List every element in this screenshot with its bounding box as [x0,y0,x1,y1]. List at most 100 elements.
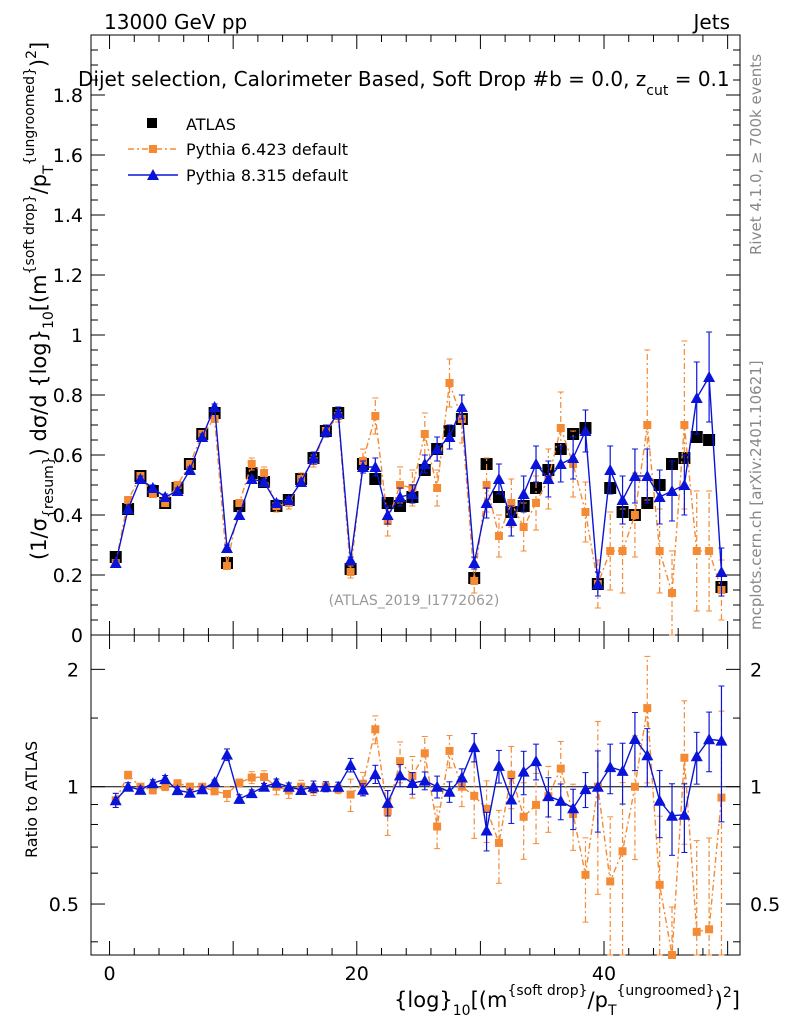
rivet-version-label: Rivet 4.1.0, ≥ 700k events [747,54,765,255]
pythia6-ratio-point [445,746,454,755]
pythia6-point [235,499,244,507]
pythia8-point [628,470,641,481]
main-ylabel: (1/σ{resum}) dσ/d {log}10[(m{soft drop}/… [22,42,57,560]
pythia6-ratio-point [161,782,170,791]
pythia8-point [455,401,468,412]
pythia8-point [641,470,654,481]
pythia6-point [210,415,219,423]
xtick-label: 0 [103,963,115,985]
pythia8-ratio-point [653,794,666,806]
pythia8-point [356,461,369,472]
pythia6-point [433,484,442,492]
pythia6-ratio-point [247,773,256,782]
legend-pythia8-marker [147,169,159,180]
pythia6-ratio-point [705,925,714,934]
ratio-ylabel: Ratio to ATLAS [22,741,41,858]
pythia8-ratio-point [344,759,357,771]
pythia6-ratio-point [260,773,269,782]
pythia8-ratio-point [369,768,382,780]
ratio-ytick-label-right: 1 [750,777,762,799]
pythia8-point [146,482,159,493]
pythia8-ratio-point [134,783,147,795]
pythia6-ratio-point [173,779,182,788]
process-label: Jets [692,10,730,34]
pythia6-point [680,421,689,429]
pythia8-ratio-point [171,784,184,796]
pythia8-point [332,407,345,418]
legend-atlas-label: ATLAS [186,115,236,134]
pythia6-point [161,499,170,507]
pythia8-ratio-point [715,734,728,746]
pythia6-point [148,490,157,498]
pythia8-ratio-point [356,783,369,795]
pythia6-point [371,412,380,420]
pythia8-point [307,452,320,463]
ratio-panel-frame [90,634,741,956]
pythia6-point [532,499,541,507]
pythia6-point [420,430,429,438]
pythia8-point [690,392,703,403]
pythia8-ratio-point [641,749,654,761]
pythia8-point [666,485,679,496]
pythia6-point [260,469,269,477]
ratio-ytick-label: 1 [67,777,79,799]
pythia8-ratio-point [690,750,703,762]
pythia6-point [556,424,565,432]
pythia8-point [604,464,617,475]
xlabel: {log}10[(m{soft drop}/pT{ungroomed})2] [394,983,740,1019]
pythia8-line [115,374,723,585]
pythia8-ratio-point [542,790,555,802]
pythia8-point [678,479,691,490]
pythia8-ratio-point [666,809,679,821]
pythia8-point [418,458,431,469]
main-ytick-label: 0.4 [53,505,83,527]
pythia8-ratio-point [567,802,580,814]
pythia6-ratio-point [371,725,380,734]
pythia8-point [134,473,147,484]
source-label: mcplots.cern.ch [arXiv:2401.10621] [747,360,765,630]
pythia6-point [222,562,231,570]
pythia6-point [346,568,355,576]
pythia8-ratio-point [282,780,295,792]
pythia8-ratio-point [307,780,320,792]
pythia6-ratio-point [470,791,479,800]
main-ytick-label: 1.8 [53,85,83,107]
xtick-label: 40 [592,963,616,985]
legend: ATLAS Pythia 6.423 default Pythia 8.315 … [128,115,348,185]
pythia8-ratio-point [703,733,716,745]
pythia8-point [171,485,184,496]
pythia8-point [282,494,295,505]
ratio-ytick-label: 0.5 [49,894,79,916]
pythia8-ratio-point [295,783,308,795]
pythia8-ratio-point [233,792,246,804]
pythia6-ratio-point [185,782,194,791]
pythia6-ratio-point [618,847,627,856]
pythia6-ratio-point [210,787,219,796]
pythia8-ratio-point [616,764,629,776]
pythia8-point [258,476,271,487]
main-series-layer [109,331,728,636]
pythia8-point [208,401,221,412]
pythia6-point [618,547,627,555]
pythia6-ratio-point [433,822,442,831]
pythia6-point [396,481,405,489]
pythia6-ratio-point [668,951,677,959]
ratio-ytick-label-right: 0.5 [750,894,780,916]
pythia8-point [492,473,505,484]
atlas-point [703,434,716,446]
pythia8-ratio-point [628,733,641,745]
ratio-ytick-label: 2 [67,659,79,681]
pythia6-ratio-point [396,757,405,766]
xtick-label: 20 [345,963,369,985]
pythia8-point [369,461,382,472]
pythia8-point [715,566,728,577]
pythia8-point [443,431,456,442]
legend-pythia8-label: Pythia 8.315 default [186,166,348,185]
pythia8-ratio-point [443,785,456,797]
main-ytick-label: 0.2 [53,565,83,587]
pythia8-point [616,494,629,505]
pythia6-point [655,547,664,555]
pythia8-ratio-point [505,793,518,805]
pythia8-ratio-point [319,780,332,792]
pythia8-ratio-point [208,776,221,788]
